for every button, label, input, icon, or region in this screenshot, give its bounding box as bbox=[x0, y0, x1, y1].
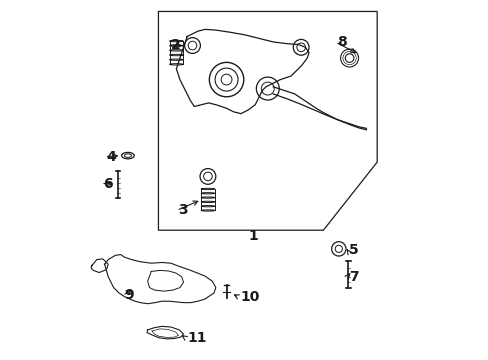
Text: 1: 1 bbox=[247, 229, 257, 243]
Text: 8: 8 bbox=[336, 35, 346, 49]
Text: 11: 11 bbox=[187, 331, 206, 345]
Text: 10: 10 bbox=[241, 290, 260, 304]
Text: 9: 9 bbox=[124, 288, 134, 302]
Text: 2: 2 bbox=[171, 38, 181, 52]
Text: 5: 5 bbox=[348, 243, 358, 257]
Text: 7: 7 bbox=[348, 270, 358, 284]
Text: 4: 4 bbox=[106, 150, 116, 164]
Text: 6: 6 bbox=[102, 177, 112, 190]
Text: 3: 3 bbox=[178, 203, 187, 217]
